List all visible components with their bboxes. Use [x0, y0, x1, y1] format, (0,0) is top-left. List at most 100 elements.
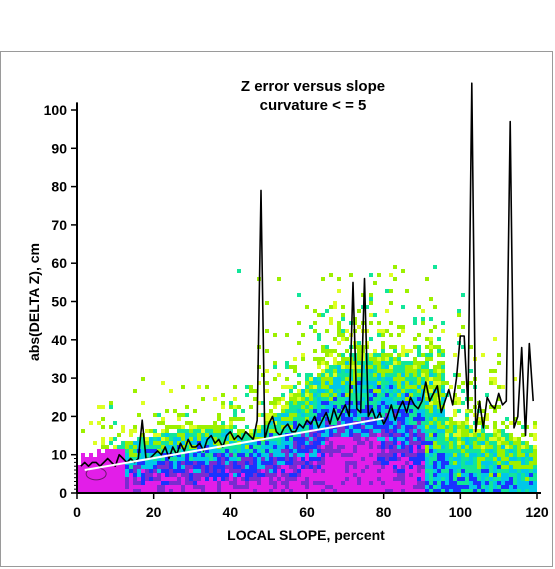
- density-cell: [413, 437, 417, 441]
- density-cell: [353, 485, 357, 489]
- density-cell: [241, 477, 245, 481]
- density-cell: [241, 465, 245, 469]
- density-cell: [137, 489, 141, 493]
- density-cell: [513, 445, 517, 449]
- density-cell: [381, 405, 385, 409]
- density-cell: [433, 421, 437, 425]
- density-cell: [297, 445, 301, 449]
- density-cell: [345, 465, 349, 469]
- density-cell: [389, 441, 393, 445]
- density-cell: [269, 445, 273, 449]
- density-cell: [321, 345, 325, 349]
- density-cell: [129, 489, 133, 493]
- density-cell: [417, 477, 421, 481]
- density-cell: [105, 445, 109, 449]
- density-cell: [181, 473, 185, 477]
- density-cell: [389, 385, 393, 389]
- density-cell: [409, 389, 413, 393]
- density-cell: [417, 465, 421, 469]
- density-cell: [437, 453, 441, 457]
- density-cell: [253, 489, 257, 493]
- density-cell: [145, 465, 149, 469]
- density-cell: [377, 433, 381, 437]
- density-cell: [393, 441, 397, 445]
- density-cell: [193, 473, 197, 477]
- density-cell: [281, 441, 285, 445]
- density-cell: [261, 429, 265, 433]
- density-cell: [113, 489, 117, 493]
- density-cell: [237, 465, 241, 469]
- density-cell: [457, 457, 461, 461]
- density-cell: [205, 433, 209, 437]
- density-cell: [197, 481, 201, 485]
- density-cell: [157, 465, 161, 469]
- density-cell: [353, 377, 357, 381]
- density-cell: [145, 445, 149, 449]
- density-cell: [461, 477, 465, 481]
- density-cell: [361, 361, 365, 365]
- density-cell: [305, 449, 309, 453]
- density-cell: [365, 305, 369, 309]
- density-cell: [153, 457, 157, 461]
- density-cell: [321, 389, 325, 393]
- density-cell: [501, 485, 505, 489]
- density-cell: [477, 465, 481, 469]
- density-cell: [389, 393, 393, 397]
- density-cell: [449, 433, 453, 437]
- density-cell: [325, 417, 329, 421]
- density-cell: [397, 425, 401, 429]
- density-cell: [389, 469, 393, 473]
- density-cell: [305, 409, 309, 413]
- density-cell: [325, 473, 329, 477]
- density-cell: [209, 469, 213, 473]
- density-cell: [533, 473, 537, 477]
- density-cell: [381, 429, 385, 433]
- density-cell: [425, 381, 429, 385]
- density-cell: [241, 473, 245, 477]
- density-cell: [345, 373, 349, 377]
- density-cell: [289, 393, 293, 397]
- density-cell: [385, 433, 389, 437]
- density-cell: [321, 377, 325, 381]
- density-cell: [485, 449, 489, 453]
- density-cell: [517, 469, 521, 473]
- density-cell: [497, 441, 501, 445]
- density-cell: [501, 465, 505, 469]
- density-cell: [97, 485, 101, 489]
- density-cell: [325, 381, 329, 385]
- density-cell: [221, 441, 225, 445]
- density-cell: [189, 433, 193, 437]
- density-cell: [121, 453, 125, 457]
- density-cell: [249, 485, 253, 489]
- density-cell: [385, 405, 389, 409]
- density-cell: [325, 433, 329, 437]
- density-cell: [501, 473, 505, 477]
- density-cell: [333, 361, 337, 365]
- density-cell: [485, 417, 489, 421]
- density-cell: [425, 345, 429, 349]
- density-cell: [293, 437, 297, 441]
- density-cell: [157, 441, 161, 445]
- density-cell: [453, 373, 457, 377]
- density-cell: [497, 469, 501, 473]
- density-cell: [109, 437, 113, 441]
- density-cell: [457, 469, 461, 473]
- density-cell: [413, 453, 417, 457]
- density-cell: [177, 437, 181, 441]
- density-cell: [509, 477, 513, 481]
- density-cell: [317, 385, 321, 389]
- density-cell: [345, 453, 349, 457]
- density-cell: [401, 393, 405, 397]
- y-tick-label: 10: [51, 447, 67, 463]
- density-cell: [205, 385, 209, 389]
- density-cell: [341, 313, 345, 317]
- density-cell: [209, 445, 213, 449]
- density-cell: [165, 469, 169, 473]
- density-cell: [401, 417, 405, 421]
- density-cell: [469, 433, 473, 437]
- density-cell: [489, 453, 493, 457]
- density-cell: [325, 385, 329, 389]
- density-cell: [309, 385, 313, 389]
- density-cell: [329, 273, 333, 277]
- density-cell: [393, 277, 397, 281]
